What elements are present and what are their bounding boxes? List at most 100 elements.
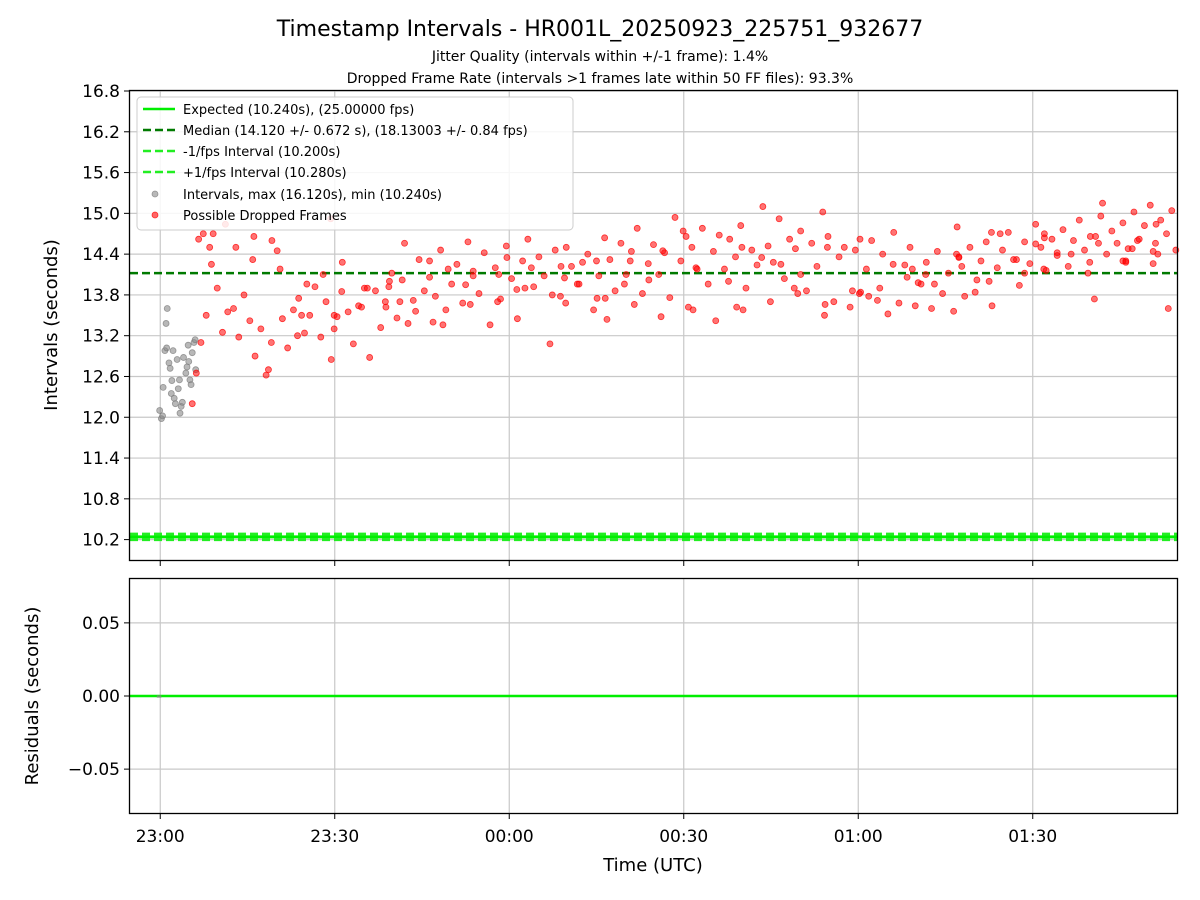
residual-lines [130,694,1177,698]
dropped-frame-point [1108,227,1116,235]
dropped-frame-point [884,310,892,318]
dropped-frame-point [830,298,838,306]
dropped-frame-point [639,290,646,297]
dropped-frame-point [1021,238,1029,246]
dropped-frame-point [1040,265,1048,273]
dropped-frame-point [856,290,863,297]
dropped-frame-point [682,233,690,240]
residual-y-axis-label: Residuals (seconds) [22,607,43,786]
dropped-frame-point [1141,222,1148,229]
legend-expected-label: Expected (10.240s), (25.00000 fps) [183,103,414,118]
interval-point [180,354,187,361]
chart-title: Timestamp Intervals - HR001L_20250923_22… [276,17,923,42]
dropped-frame-point [250,233,258,240]
dropped-frame-point [557,292,564,300]
dropped-frame-point [1113,239,1121,247]
main-y-tick-label: 16.8 [82,82,120,102]
dropped-frame-point [928,305,935,312]
dropped-frame-point [464,238,472,246]
dropped-frame-point [732,253,739,261]
dropped-frame-point [206,243,214,251]
interval-point [165,359,173,367]
legend-median-label: Median (14.120 +/- 0.672 s), (18.13003 +… [183,124,528,139]
dropped-frame-point [977,257,985,265]
dropped-frame-point [738,243,746,251]
dropped-frame-point [439,321,447,329]
dropped-frame-point [246,317,254,325]
dropped-frame-point [486,321,494,329]
dropped-frame-point [627,248,635,255]
dropped-frame-point [999,246,1006,254]
dropped-frame-point [1154,250,1162,258]
dropped-frame-point [327,356,335,363]
dropped-frame-point [650,241,657,249]
dropped-frame-point [420,287,428,295]
dropped-frame-point [358,303,365,311]
dropped-frame-point [922,258,930,266]
dropped-frame-point [737,222,745,229]
dropped-frame-point [808,239,816,247]
dropped-frame-point [914,279,922,287]
dropped-frame-point [188,400,196,408]
dropped-frame-point [849,287,856,295]
dropped-frame-point [568,262,575,270]
dropped-frame-point [1026,260,1034,268]
dropped-frame-point [502,242,510,250]
dropped-frame-point [821,311,828,319]
chart-subtitle-jitter: Jitter Quality (intervals within +/-1 fr… [431,49,768,65]
dropped-frame-point [993,264,1001,272]
dropped-frame-point [513,286,521,293]
dropped-frame-point [1091,295,1098,303]
dropped-frame-point [890,228,898,236]
dropped-frame-point [344,308,352,316]
dropped-frame-point [503,254,511,261]
dropped-frame-point [377,324,385,331]
dropped-frame-point [1032,240,1040,248]
main-y-tick-label: 15.6 [82,164,120,184]
dropped-frame-point [698,224,706,232]
legend-intervals-marker [151,190,159,198]
dropped-frame-point [733,303,741,311]
dropped-frame-point [933,248,941,255]
dropped-frame-point [1128,245,1136,253]
dropped-frame-point [710,248,717,255]
dropped-frame-point [813,262,821,270]
residual-panel: 0.05 0.00 −0.05 23:00 23:30 00:00 00:30 01:00 0… [22,577,1179,876]
dropped-frame-point [197,339,205,346]
dropped-frame-point [622,271,630,278]
dropped-frame-point [671,214,679,221]
dropped-frame-point [1064,262,1072,270]
main-reference-lines [130,271,1177,542]
dropped-frame-point [715,231,723,239]
dropped-frame-point [939,290,946,297]
dropped-frame-point [1103,250,1111,258]
chart-subtitle-dropped: Dropped Frame Rate (intervals >1 frames … [347,71,854,87]
dropped-frame-point [388,269,396,277]
dropped-frame-point [575,280,583,288]
dropped-frame-point [988,302,996,310]
dropped-frame-point [495,271,503,278]
dropped-frame-point [453,260,461,268]
dropped-frame-point [330,325,338,333]
dropped-frame-point [775,215,783,223]
dropped-frame-point [469,267,477,275]
dropped-frame-point [480,249,488,257]
dropped-frame-point [1130,208,1138,216]
dropped-frame-point [748,246,756,254]
dropped-frame-point [426,273,433,281]
dropped-frame-point [797,227,805,235]
dropped-frame-point [626,257,634,265]
dropped-frame-point [1081,246,1088,254]
dropped-frame-point [692,264,700,272]
dropped-frame-point [1099,199,1106,207]
dropped-frame-point [398,276,406,284]
dropped-frame-point [908,265,916,273]
dropped-frame-point [579,258,586,266]
dropped-frame-point [856,235,864,243]
interval-point [159,383,167,391]
dropped-frame-point [298,311,305,319]
dropped-frame-point [224,308,232,316]
dropped-frame-point [958,262,966,270]
dropped-frame-point [1021,269,1029,277]
legend-plus-fps-label: +1/fps Interval (10.280s) [183,166,347,181]
